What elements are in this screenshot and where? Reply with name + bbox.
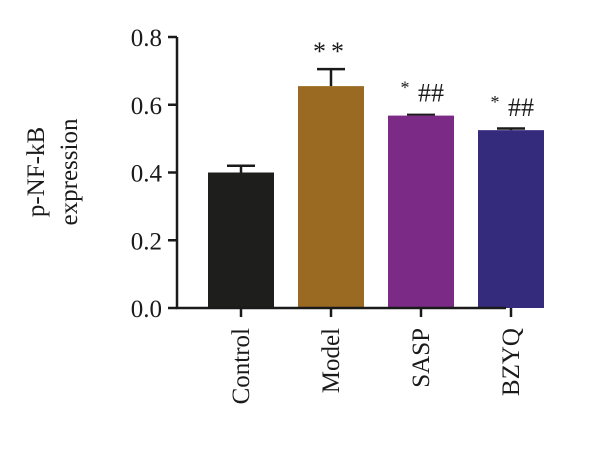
axes bbox=[175, 37, 506, 310]
y-tick-label: 0.2 bbox=[131, 228, 162, 255]
x-tick-label-control: Control bbox=[228, 328, 255, 404]
y-tick-label: 0.4 bbox=[131, 161, 163, 188]
x-tick-label-sasp: SASP bbox=[408, 328, 435, 388]
y-axis-label-line: p-NF-kB bbox=[23, 127, 50, 217]
significance-hashes: ## bbox=[508, 93, 534, 122]
bar-sasp bbox=[388, 115, 454, 308]
x-axis-ticks: Control Model SASP BZYQ bbox=[228, 308, 525, 404]
y-tick-label: 0.6 bbox=[131, 93, 162, 120]
y-axis-ticks: 0.0 0.2 0.4 0.6 0.8 bbox=[131, 25, 177, 323]
bar-bzyq bbox=[478, 130, 544, 308]
y-tick-label: 0.8 bbox=[131, 25, 162, 52]
bar-control bbox=[208, 172, 274, 308]
bar-model bbox=[298, 86, 364, 309]
significance-stars: * bbox=[401, 78, 410, 98]
significance-stars: * bbox=[491, 92, 500, 112]
error-bars bbox=[227, 67, 525, 173]
y-tick-label: 0.0 bbox=[131, 296, 162, 323]
significance-hashes: ## bbox=[418, 79, 444, 108]
bars bbox=[208, 86, 544, 309]
x-tick-label-model: Model bbox=[318, 328, 345, 393]
y-axis-label: p-NF-kB expression bbox=[23, 118, 83, 225]
x-tick-label-bzyq: BZYQ bbox=[498, 328, 525, 396]
significance-stars: ** bbox=[313, 37, 349, 66]
significance-annotations: *** ## * ## bbox=[313, 37, 534, 122]
y-axis-label-line: expression bbox=[56, 118, 83, 225]
